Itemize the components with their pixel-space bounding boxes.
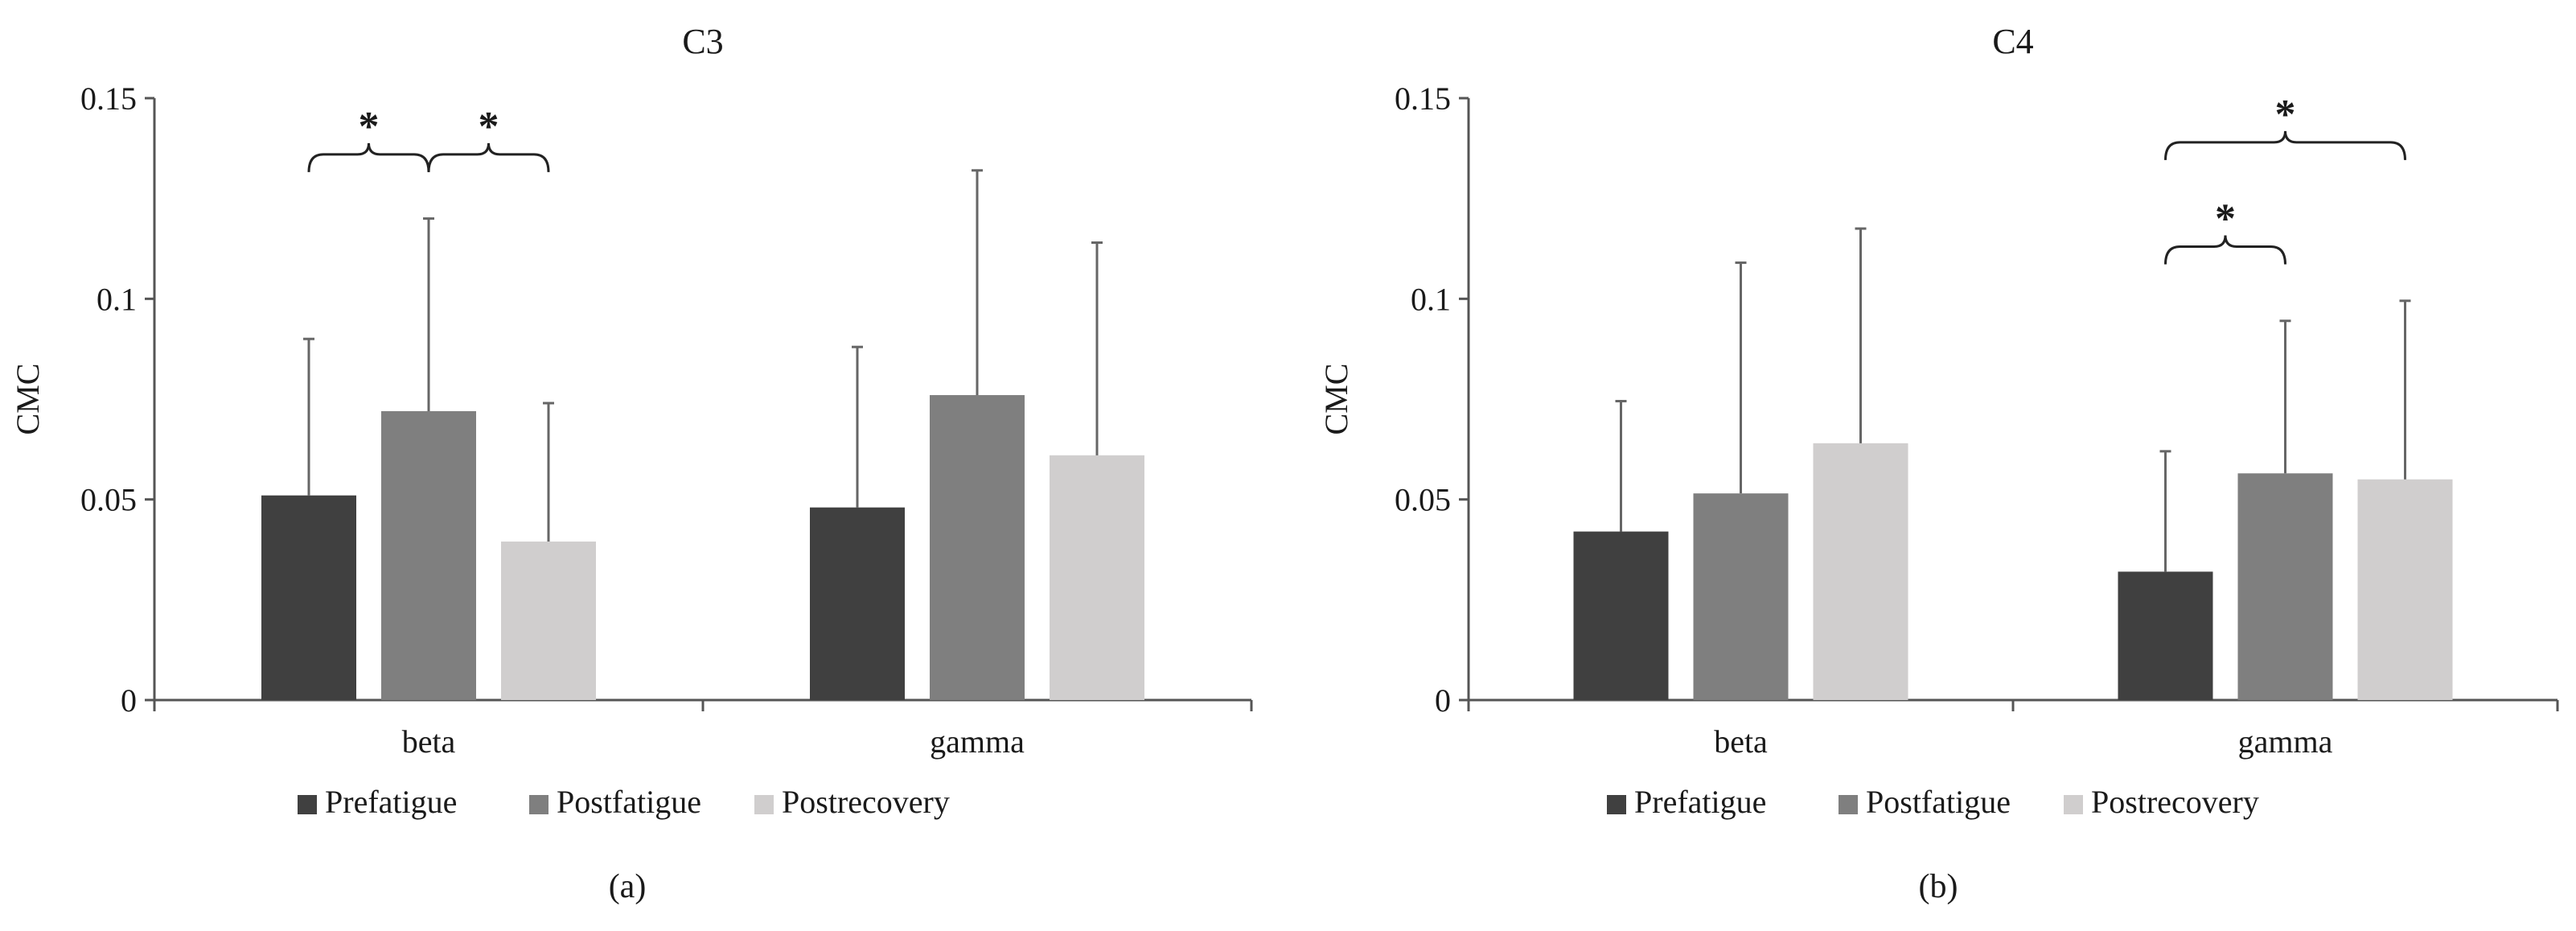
legend-swatch-postrecovery — [754, 795, 774, 814]
legend-label: Prefatigue — [325, 784, 457, 820]
significance-bracket — [2164, 235, 2286, 265]
legend-swatch-postfatigue — [1839, 795, 1858, 814]
legend-label: Postfatigue — [1866, 784, 2011, 820]
significance-star: * — [2215, 196, 2236, 242]
legend-swatch-prefatigue — [298, 795, 317, 814]
legend-label: Prefatigue — [1634, 784, 1766, 820]
x-tick-label: beta — [1714, 723, 1768, 760]
x-tick-label: beta — [402, 723, 456, 760]
y-tick-label: 0.1 — [1411, 281, 1451, 317]
y-axis-label: CMC — [1318, 364, 1354, 435]
legend-swatch-prefatigue — [1607, 795, 1626, 814]
y-axis-label: CMC — [10, 364, 46, 435]
bar-postrecovery-gamma — [1050, 455, 1144, 700]
bar-prefatigue-gamma — [2118, 571, 2213, 700]
legend: Prefatigue Postfatigue Postrecovery — [1607, 784, 2259, 820]
chart-title: C4 — [1992, 22, 2033, 61]
bar-postfatigue-beta — [1693, 493, 1789, 700]
legend-label: Postrecovery — [2091, 784, 2259, 820]
x-tick-label: gamma — [930, 723, 1025, 760]
bar-postfatigue-gamma — [930, 395, 1025, 700]
chart-panel-c4: C4 CMC 0 0.05 0.1 0.15 beta gamma * * Prefatigue Po… — [1318, 22, 2559, 905]
bar-postrecovery-beta — [1813, 443, 1908, 700]
bar-postrecovery-gamma — [2357, 479, 2453, 700]
legend-swatch-postrecovery — [2064, 795, 2083, 814]
panel-label: (b) — [1919, 868, 1958, 905]
bar-postrecovery-beta — [501, 542, 596, 700]
significance-star: * — [359, 104, 380, 150]
legend-swatch-postfatigue — [529, 795, 548, 814]
chart-title: C3 — [682, 22, 723, 61]
y-tick-label: 0.1 — [97, 281, 137, 317]
significance-star: * — [479, 104, 499, 150]
bar-postfatigue-gamma — [2237, 473, 2333, 700]
legend-label: Postfatigue — [557, 784, 701, 820]
y-tick-label: 0.05 — [80, 482, 137, 518]
legend: Prefatigue Postfatigue Postrecovery — [298, 784, 950, 820]
bar-prefatigue-beta — [1573, 531, 1669, 700]
y-tick-label: 0.15 — [1395, 80, 1451, 117]
bar-prefatigue-beta — [261, 495, 356, 700]
y-tick-label: 0.15 — [80, 80, 137, 117]
legend-label: Postrecovery — [782, 784, 950, 820]
y-tick-label: 0 — [121, 682, 137, 719]
chart-panel-c3: C3 CMC 0 0.05 0.1 0.15 beta gamma * * Prefatigue Po… — [10, 22, 1253, 905]
bar-postfatigue-beta — [381, 410, 476, 700]
panel-label: (a) — [609, 868, 647, 905]
bar-prefatigue-gamma — [810, 507, 905, 700]
significance-star: * — [2275, 92, 2296, 138]
y-tick-label: 0 — [1435, 682, 1451, 719]
y-tick-label: 0.05 — [1395, 482, 1451, 518]
x-tick-label: gamma — [2238, 723, 2333, 760]
